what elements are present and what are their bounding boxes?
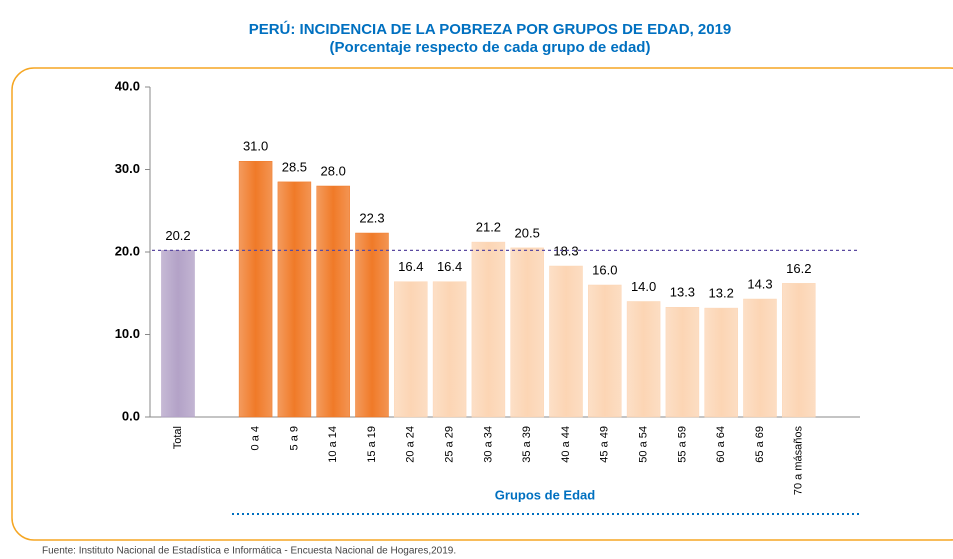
value-label: 20.5	[515, 225, 540, 240]
bar	[665, 307, 700, 418]
x-tick-label: 55 a 59	[676, 426, 688, 463]
bar	[238, 161, 273, 418]
x-tick-label: 5 a 9	[288, 426, 300, 450]
bar	[510, 247, 544, 418]
chart-title: PERÚ: INCIDENCIA DE LA POBREZA POR GRUPO…	[249, 20, 732, 38]
value-label: 21.2	[476, 220, 501, 235]
x-tick-label: 40 a 44	[560, 426, 572, 463]
value-label: 16.4	[398, 259, 423, 274]
value-label: 18.3	[553, 243, 578, 258]
value-label: 13.3	[670, 285, 695, 300]
x-tick-label: Total	[172, 426, 184, 449]
chart-frame	[11, 67, 953, 541]
value-label: 31.0	[243, 139, 268, 154]
bar	[704, 307, 738, 418]
y-tick-label: 40.0	[115, 78, 140, 93]
value-label: 22.3	[359, 210, 384, 225]
x-axis-title: Grupos de Edad	[495, 487, 595, 502]
value-label: 16.4	[437, 259, 462, 274]
bar	[743, 298, 777, 418]
value-label: 16.0	[592, 262, 617, 277]
value-label: 28.0	[321, 163, 346, 178]
value-label: 16.2	[786, 261, 811, 276]
value-label: 20.2	[165, 228, 190, 243]
y-tick-label: 20.0	[115, 243, 140, 258]
x-tick-label: 70 a másaños	[793, 426, 805, 496]
bar	[355, 232, 389, 418]
bar	[432, 281, 467, 418]
x-tick-label: 45 a 49	[599, 426, 611, 463]
bar	[471, 241, 506, 418]
bar	[782, 283, 816, 418]
x-tick-label: 0 a 4	[250, 426, 262, 450]
x-tick-label: 60 a 64	[715, 426, 727, 463]
x-tick-label: 30 a 34	[482, 426, 494, 463]
y-tick-label: 0.0	[122, 408, 140, 423]
value-label: 14.0	[631, 279, 656, 294]
x-tick-label: 20 a 24	[405, 426, 417, 463]
x-tick-label: 65 a 69	[754, 426, 766, 463]
value-label: 13.2	[709, 286, 734, 301]
bar	[316, 185, 350, 418]
bar	[277, 181, 312, 418]
bar	[626, 301, 661, 418]
bar	[161, 250, 195, 418]
value-label: 14.3	[747, 276, 772, 291]
x-tick-label: 10 a 14	[327, 426, 339, 463]
bar	[588, 284, 622, 418]
bar	[549, 265, 583, 418]
chart-subtitle: (Porcentaje respecto de cada grupo de ed…	[330, 39, 651, 56]
x-tick-label: 50 a 54	[638, 426, 650, 463]
x-tick-label: 25 a 29	[444, 426, 456, 463]
bar	[394, 281, 428, 418]
source-note: Fuente: Instituto Nacional de Estadístic…	[42, 546, 456, 557]
y-tick-label: 10.0	[115, 326, 140, 341]
y-tick-label: 30.0	[115, 161, 140, 176]
x-tick-label: 15 a 19	[366, 426, 378, 463]
value-label: 28.5	[282, 159, 307, 174]
x-tick-label: 35 a 39	[521, 426, 533, 463]
